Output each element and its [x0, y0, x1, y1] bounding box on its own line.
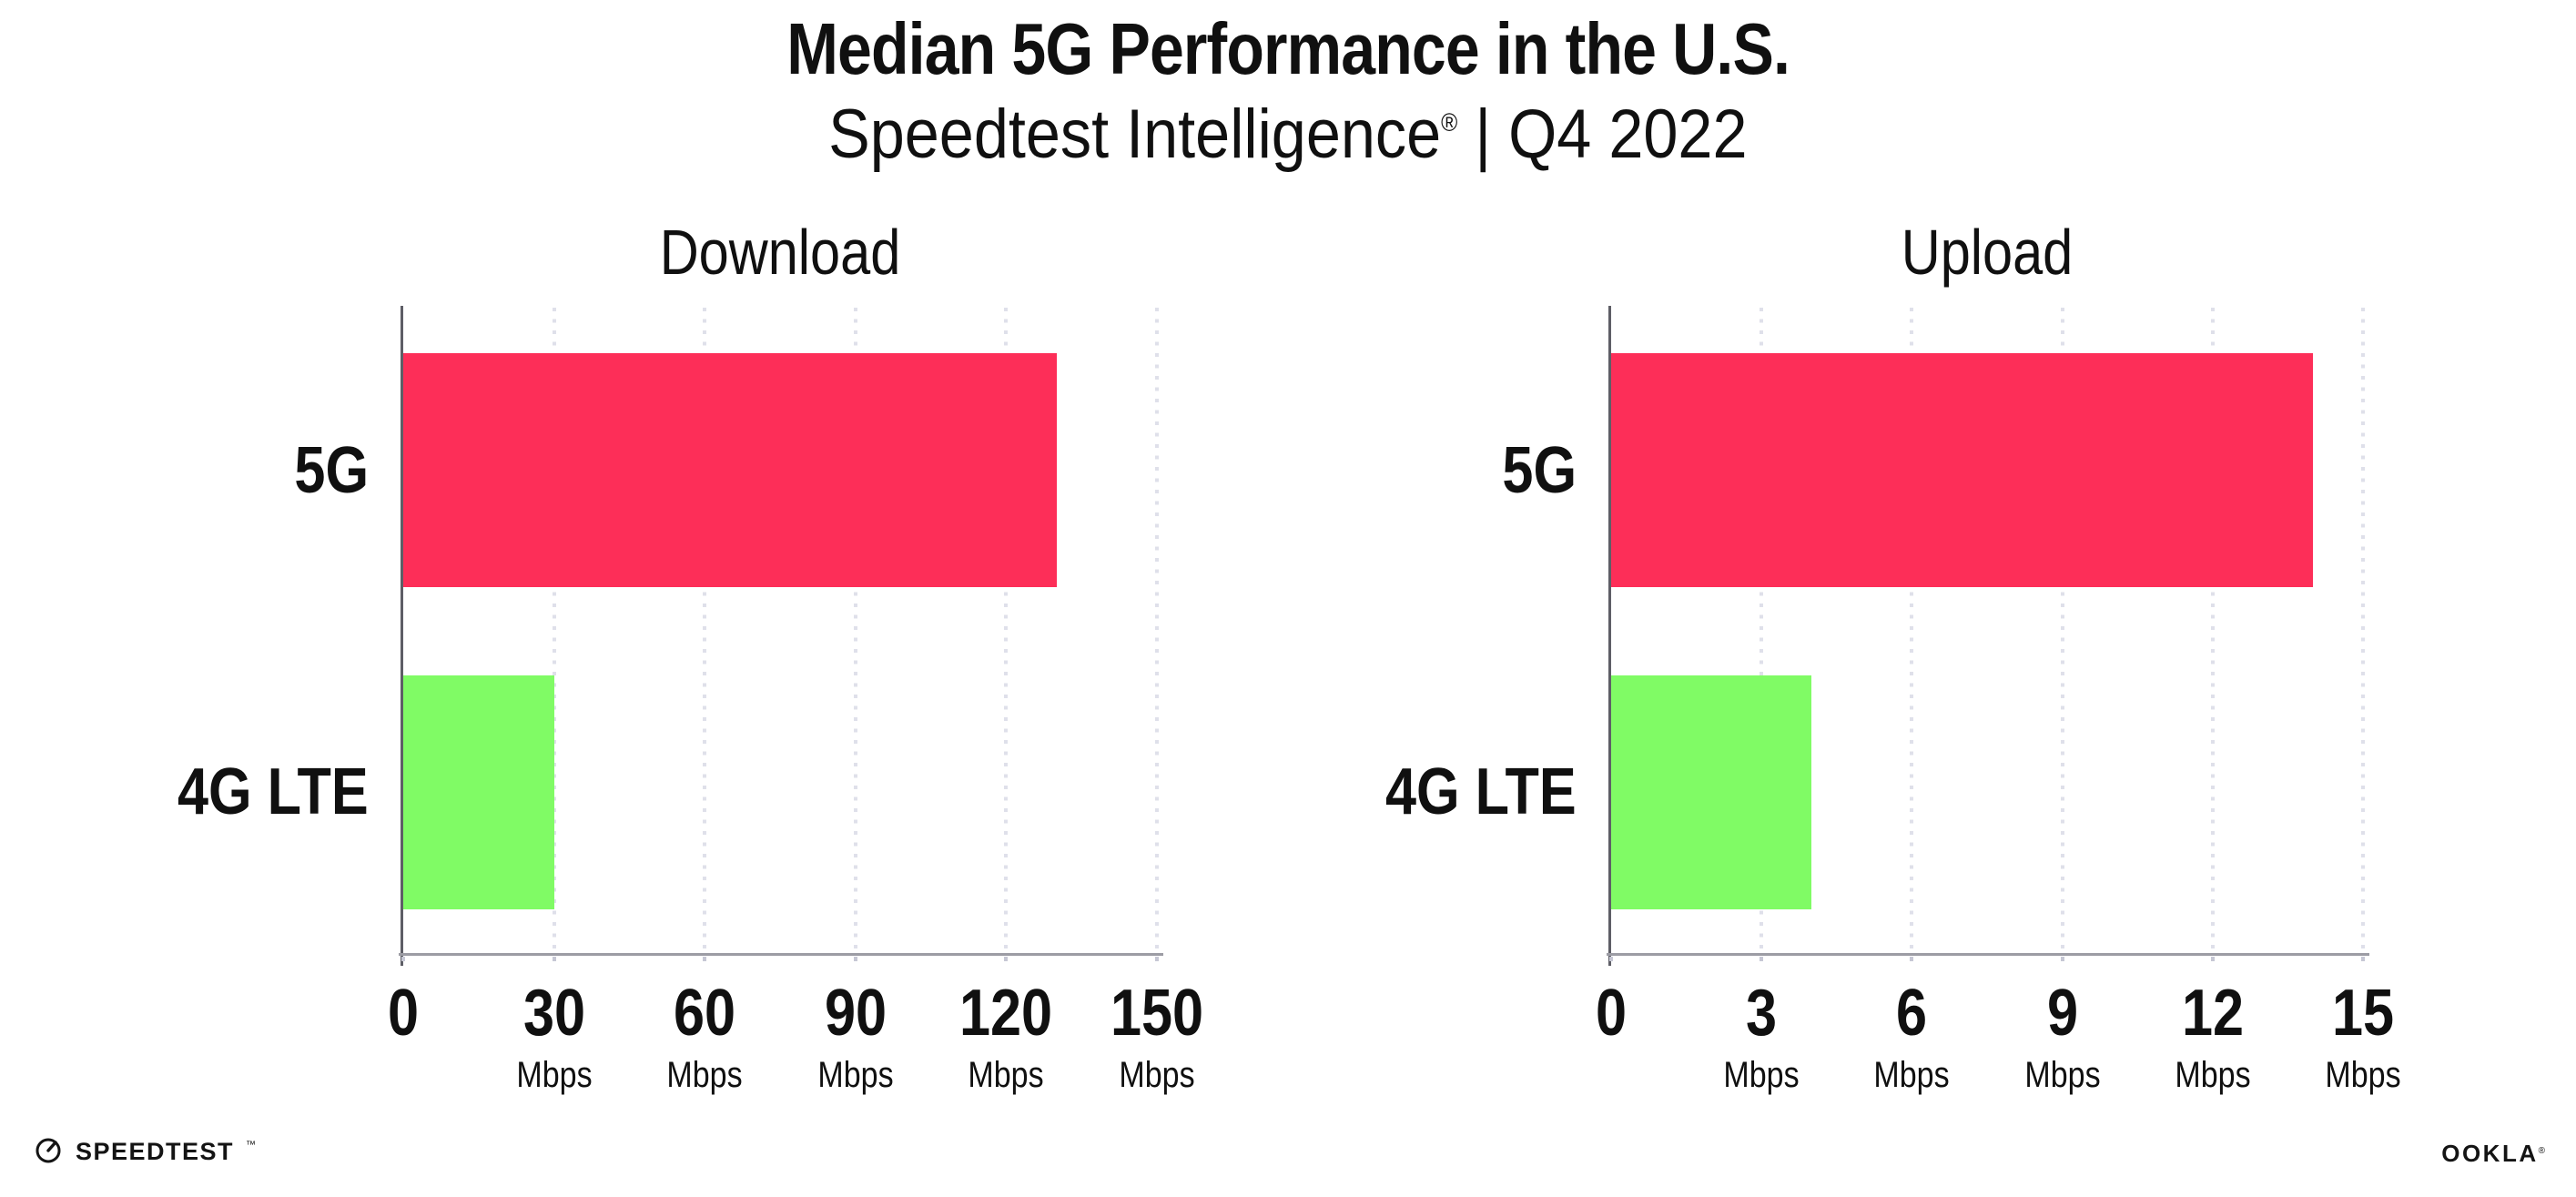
- ookla-wordmark: OOKLA: [2441, 1140, 2539, 1167]
- tick-unit: Mbps: [2325, 1055, 2401, 1095]
- tick-mark-3-upload: [1760, 957, 1764, 961]
- upload-plot-area: 0 3 Mbps 6 Mbps 9 Mbps 12 Mbps 15 Mbps 5G 4G LTE: [1385, 306, 2401, 1093]
- speedtest-wordmark: SPEEDTEST: [76, 1138, 235, 1165]
- page-title: Median 5G Performance in the U.S.: [0, 8, 2576, 89]
- tick-label-15-upload: 15 Mbps: [2325, 980, 2400, 1093]
- tick-value: 9: [2046, 977, 2078, 1050]
- category-label-4g-lte-download: 4G LTE: [177, 756, 369, 829]
- tick-value: 60: [674, 977, 736, 1050]
- tick-unit: Mbps: [516, 1055, 593, 1095]
- speedtest-trademark: ™: [246, 1139, 257, 1151]
- tick-label-6-upload: 6 Mbps: [1874, 980, 1950, 1093]
- category-label-5g-download: 5G: [294, 433, 369, 507]
- download-chart: Download 0 30 Mbps 60 Mbps 90 Mbps 120 Mbps 150 Mb…: [177, 220, 1203, 1093]
- ookla-logo: OOKLA®: [2441, 1140, 2545, 1168]
- subtitle-period: | Q4 2022: [1457, 96, 1748, 173]
- gridline-9-upload: [2060, 308, 2064, 953]
- tick-label-30-download: 30 Mbps: [516, 980, 592, 1093]
- gridline-3-upload: [1760, 308, 1764, 953]
- tick-mark-90-download: [853, 957, 857, 961]
- tick-unit: Mbps: [968, 1055, 1044, 1095]
- tick-value: 0: [387, 977, 420, 1050]
- tick-unit: Mbps: [666, 1055, 743, 1095]
- gridline-12-upload: [2210, 308, 2215, 953]
- tick-value: 120: [959, 977, 1053, 1050]
- tick-label-3-upload: 3 Mbps: [1724, 980, 1800, 1093]
- bar-4g-lte-upload: [1611, 675, 1812, 909]
- tick-unit: Mbps: [1119, 1055, 1195, 1095]
- tick-unit: Mbps: [2024, 1055, 2101, 1095]
- bar-5g-upload: [1611, 353, 2313, 588]
- gridline-90-download: [853, 308, 857, 953]
- tick-unit: Mbps: [817, 1055, 894, 1095]
- bar-4g-lte-download: [403, 675, 554, 909]
- tick-value: 30: [522, 977, 585, 1050]
- tick-unit: Mbps: [1873, 1055, 1950, 1095]
- tick-mark-150-download: [1155, 957, 1159, 961]
- tick-mark-0-upload: [1609, 957, 1613, 961]
- tick-value: 12: [2181, 977, 2244, 1050]
- ookla-registered-mark: ®: [2538, 1146, 2545, 1156]
- download-chart-title: Download: [659, 217, 901, 288]
- tick-mark-120-download: [1004, 957, 1009, 961]
- tick-mark-30-download: [552, 957, 556, 961]
- speedtest-logo: SPEEDTEST ™: [33, 1134, 256, 1170]
- gridline-60-download: [703, 308, 707, 953]
- tick-label-150-download: 150 Mbps: [1111, 980, 1203, 1093]
- tick-label-9-upload: 9 Mbps: [2024, 980, 2100, 1093]
- gridline-6-upload: [1910, 308, 1914, 953]
- subtitle-brand: Speedtest Intelligence: [828, 96, 1442, 173]
- tick-value: 90: [824, 977, 887, 1050]
- tick-label-0-download: 0: [388, 980, 419, 1046]
- tick-value: 15: [2331, 977, 2395, 1050]
- bar-5g-download: [403, 353, 1057, 588]
- tick-value: 150: [1110, 977, 1204, 1050]
- tick-mark-15-upload: [2361, 957, 2365, 961]
- tick-value: 0: [1595, 977, 1628, 1050]
- tick-label-60-download: 60 Mbps: [667, 980, 743, 1093]
- tick-value: 3: [1746, 977, 1778, 1050]
- gridline-30-download: [552, 308, 556, 953]
- tick-mark-0-download: [401, 957, 405, 961]
- tick-unit: Mbps: [1723, 1055, 1800, 1095]
- tick-mark-12-upload: [2210, 957, 2215, 961]
- tick-label-0-upload: 0: [1596, 980, 1627, 1046]
- category-label-5g-upload: 5G: [1502, 433, 1577, 507]
- tick-mark-9-upload: [2060, 957, 2064, 961]
- tick-mark-60-download: [703, 957, 707, 961]
- page-title-text: Median 5G Performance in the U.S.: [786, 8, 1790, 89]
- registered-mark: ®: [1441, 108, 1458, 137]
- upload-chart: Upload 0 3 Mbps 6 Mbps 9 Mbps 12 Mbps 15 Mbps 5G 4G …: [1385, 220, 2401, 1093]
- tick-label-90-download: 90 Mbps: [817, 980, 893, 1093]
- tick-label-120-download: 120 Mbps: [959, 980, 1052, 1093]
- download-plot-area: 0 30 Mbps 60 Mbps 90 Mbps 120 Mbps 150 Mbps 5G 4G LT…: [177, 306, 1203, 1093]
- page-subtitle: Speedtest Intelligence® | Q4 2022: [0, 96, 2576, 173]
- upload-chart-title: Upload: [1901, 217, 2074, 288]
- tick-mark-6-upload: [1910, 957, 1914, 961]
- speedtest-gauge-icon: [33, 1134, 64, 1170]
- gridline-15-upload: [2361, 308, 2365, 953]
- tick-label-12-upload: 12 Mbps: [2175, 980, 2250, 1093]
- gridline-150-download: [1155, 308, 1159, 953]
- tick-unit: Mbps: [2175, 1055, 2251, 1095]
- gridline-120-download: [1004, 308, 1009, 953]
- category-label-4g-lte-upload: 4G LTE: [1385, 756, 1577, 829]
- tick-value: 6: [1896, 977, 1928, 1050]
